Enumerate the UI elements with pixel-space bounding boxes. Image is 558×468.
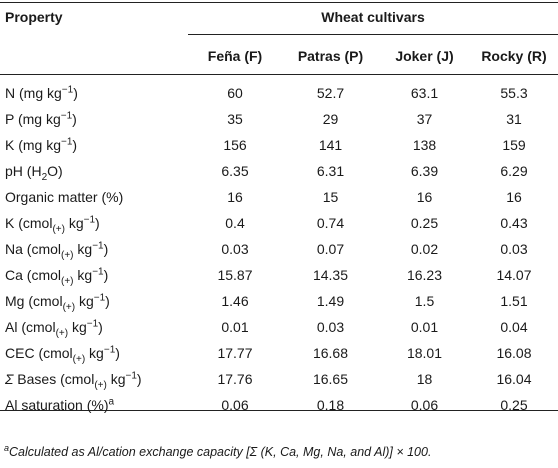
- property-label: CEC (cmol(+) kg−1): [5, 344, 120, 365]
- property-label: K (mg kg−1): [5, 136, 78, 153]
- table-row: P (mg kg−1) 35 29 37 31: [0, 106, 558, 132]
- table-cell: 16.23: [406, 267, 443, 283]
- table-row: CEC (cmol(+) kg−1) 17.77 16.68 18.01 16.08: [0, 340, 558, 366]
- table-cell: 35: [227, 111, 243, 127]
- property-label: Ca (cmol(+) kg−1): [5, 266, 109, 287]
- table-cell: 16: [506, 189, 522, 205]
- table-cell: 52.7: [316, 85, 345, 101]
- table-cell: 0.07: [316, 241, 345, 257]
- table-row: N (mg kg−1) 60 52.7 63.1 55.3: [0, 80, 558, 106]
- table-cell: 16: [416, 189, 433, 205]
- table-cell: 6.39: [410, 163, 439, 179]
- table-cell: 6.31: [316, 163, 345, 179]
- table-cell: 0.03: [221, 241, 249, 257]
- table-cell: 1.5: [414, 293, 435, 309]
- table-cell: 14.35: [312, 267, 349, 283]
- table-row: Mg (cmol(+) kg−1) 1.46 1.49 1.5 1.51: [0, 288, 558, 314]
- table-cell: 0.01: [221, 319, 249, 335]
- table-cell: 1.46: [221, 293, 249, 309]
- table-cell: 15.87: [217, 267, 253, 283]
- property-header: Property: [5, 9, 63, 25]
- table-cell: 16.08: [496, 345, 532, 361]
- table-cell: 0.25: [500, 397, 528, 413]
- property-label: P (mg kg−1): [5, 110, 77, 127]
- table-cell: 0.25: [410, 215, 439, 231]
- property-label: pH (H2O): [5, 163, 63, 183]
- table-cell: 0.02: [410, 241, 439, 257]
- property-label: Organic matter (%): [5, 189, 124, 205]
- table-cell: 55.3: [500, 85, 528, 101]
- table-body: N (mg kg−1) 60 52.7 63.1 55.3 P (mg kg−1) 35 29…: [0, 80, 558, 418]
- table-cell: 17.77: [217, 345, 253, 361]
- property-label: N (mg kg−1): [5, 84, 78, 101]
- table-cell: 138: [412, 137, 437, 153]
- table-row: K (cmol(+) kg−1) 0.4 0.74 0.25 0.43: [0, 210, 558, 236]
- table-cell: 18: [416, 371, 433, 387]
- table-cell: 0.03: [316, 319, 345, 335]
- table-row: Al (cmol(+) kg−1) 0.01 0.03 0.01 0.04: [0, 314, 558, 340]
- header-rule: [0, 74, 558, 75]
- table-cell: 18.01: [406, 345, 443, 361]
- table-cell: 1.51: [500, 293, 528, 309]
- table-cell: 0.43: [500, 215, 528, 231]
- property-label: K (cmol(+) kg−1): [5, 214, 100, 235]
- table-cell: 17.76: [217, 371, 253, 387]
- column-header-joker: Joker (J): [395, 47, 454, 64]
- table-cell: 15: [322, 189, 339, 205]
- column-header-rocky: Rocky (R): [481, 47, 547, 64]
- property-label: Al (cmol(+) kg−1): [5, 318, 103, 339]
- table-row: Σ Bases (cmol(+) kg−1) 17.76 16.65 18 16.04: [0, 366, 558, 392]
- table-cell: 29: [322, 111, 339, 127]
- table-cell: 0.04: [500, 319, 528, 335]
- cultivar-group-rule: [188, 34, 558, 35]
- column-header-fena: Feña (F): [207, 47, 263, 64]
- table-cell: 31: [506, 111, 522, 127]
- footnote-text: Calculated as Al/cation exchange capacit…: [9, 445, 432, 459]
- wheat-cultivars-header: Wheat cultivars: [321, 9, 425, 25]
- table-cell: 0.4: [225, 215, 245, 231]
- table-row: pH (H2O) 6.35 6.31 6.39 6.29: [0, 158, 558, 184]
- table-row: Ca (cmol(+) kg−1) 15.87 14.35 16.23 14.07: [0, 262, 558, 288]
- table-cell: 6.29: [500, 163, 528, 179]
- table-cell: 0.03: [500, 241, 528, 257]
- table-row: K (mg kg−1) 156 141 138 159: [0, 132, 558, 158]
- property-label: Al saturation (%)a: [5, 396, 115, 413]
- table-cell: 0.06: [221, 397, 249, 413]
- table-cell: 16: [227, 189, 243, 205]
- table-cell: 156: [223, 137, 247, 153]
- table-cell: 60: [227, 85, 243, 101]
- table-row: Na (cmol(+) kg−1) 0.03 0.07 0.02 0.03: [0, 236, 558, 262]
- table-cell: 1.49: [316, 293, 345, 309]
- table-cell: 16.68: [312, 345, 349, 361]
- table-cell: 0.01: [410, 319, 439, 335]
- table-cell: 141: [318, 137, 343, 153]
- top-rule: [0, 2, 558, 3]
- table-cell: 159: [502, 137, 526, 153]
- table-cell: 0.18: [316, 397, 345, 413]
- bottom-rule: [0, 410, 558, 411]
- table-cell: 0.74: [316, 215, 345, 231]
- column-header-patras: Patras (P): [297, 47, 364, 64]
- table-footnote: aCalculated as Al/cation exchange capaci…: [4, 442, 432, 459]
- table-cell: 16.65: [312, 371, 349, 387]
- property-label: Σ Bases (cmol(+) kg−1): [5, 370, 142, 391]
- table-cell: 0.06: [410, 397, 439, 413]
- table-row: Al saturation (%)a 0.06 0.18 0.06 0.25: [0, 392, 558, 418]
- property-label: Mg (cmol(+) kg−1): [5, 292, 110, 313]
- table-cell: 14.07: [496, 267, 532, 283]
- soil-properties-table: Property Wheat cultivars Feña (F) Patras…: [0, 9, 558, 418]
- table-cell: 6.35: [221, 163, 249, 179]
- footnote-marker: a: [4, 442, 10, 453]
- table-row: Organic matter (%) 16 15 16 16: [0, 184, 558, 210]
- table-cell: 37: [416, 111, 433, 127]
- table-cell: 63.1: [410, 85, 439, 101]
- table-cell: 16.04: [496, 371, 532, 387]
- property-label: Na (cmol(+) kg−1): [5, 240, 109, 261]
